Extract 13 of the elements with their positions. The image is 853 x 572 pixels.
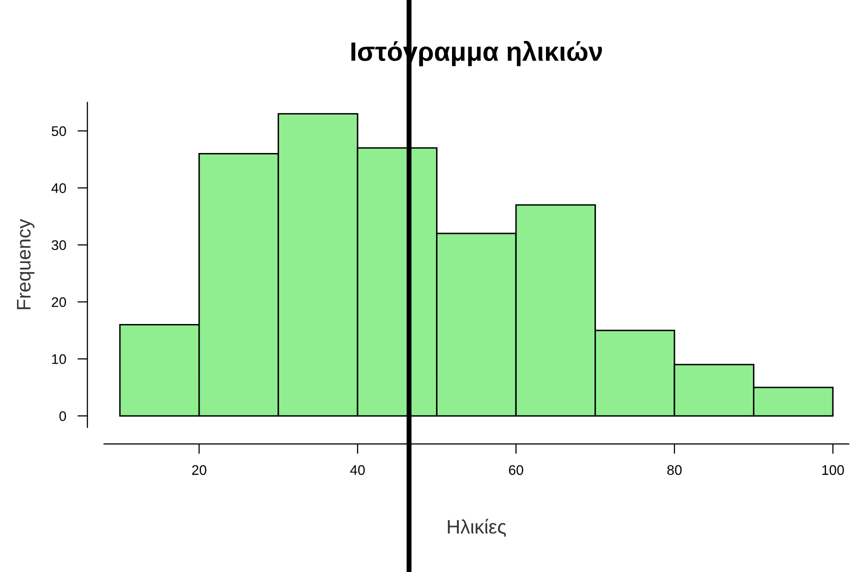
y-tick-label: 40 bbox=[51, 183, 66, 194]
x-tick-label: 100 bbox=[822, 465, 844, 475]
x-tick-label: 60 bbox=[508, 465, 524, 475]
x-tick-label: 40 bbox=[350, 465, 365, 475]
y-tick-label: 30 bbox=[52, 240, 66, 250]
y-tick-label: 50 bbox=[52, 126, 66, 136]
y-tick-label: 0 bbox=[59, 411, 66, 422]
y-axis-title: Frequency bbox=[17, 218, 34, 310]
y-tick-label: 20 bbox=[52, 297, 66, 308]
x-tick-label: 80 bbox=[667, 465, 682, 475]
x-tick-label: 20 bbox=[192, 465, 206, 475]
y-tick-label: 10 bbox=[52, 354, 66, 364]
x-axis-title: Ηλικίες bbox=[448, 518, 506, 537]
